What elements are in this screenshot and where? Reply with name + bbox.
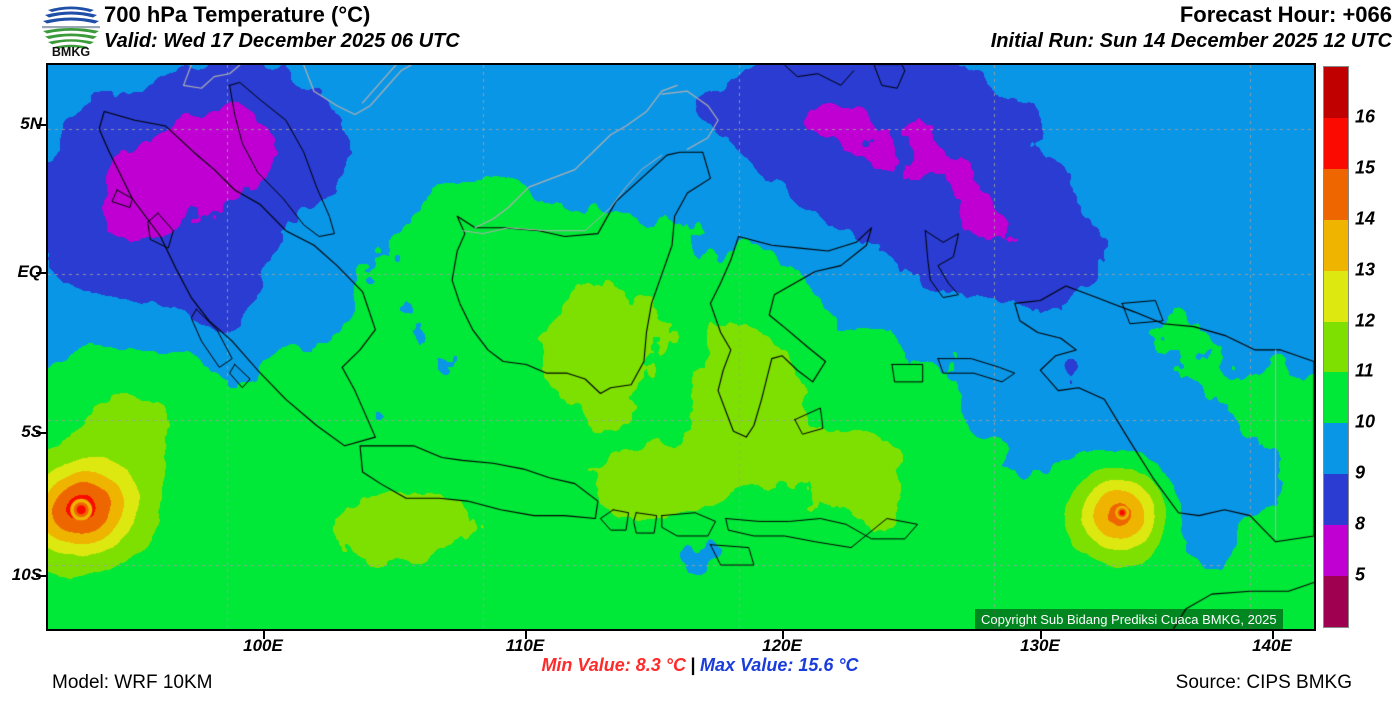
colorbar-band <box>1324 117 1348 169</box>
latitude-tick-mark <box>36 432 46 434</box>
colorbar-tick-label: 10 <box>1355 411 1376 432</box>
forecast-hour-label: Forecast Hour: +066 <box>1179 2 1392 27</box>
longitude-tick-mark <box>263 631 265 639</box>
colorbar-tick-label: 5 <box>1355 564 1366 585</box>
colorbar-tick-labels: 16 15 14 13 12 11 10 9 8 5 <box>1355 66 1395 628</box>
colorbar-tick-label: 8 <box>1355 513 1366 534</box>
temperature-field-canvas <box>48 65 1314 629</box>
svg-text:BMKG: BMKG <box>52 45 90 57</box>
colorbar-tick-label: 14 <box>1355 208 1376 229</box>
header: BMKG 700 hPa Temperature (°C) Valid: Wed… <box>0 0 1400 58</box>
valid-time-label: Valid: Wed 17 December 2025 06 UTC <box>104 30 460 52</box>
latitude-tick-label: 5N <box>20 114 42 133</box>
temperature-map[interactable] <box>46 63 1316 631</box>
longitude-tick-label: 110E <box>505 636 545 655</box>
model-label: Model: WRF 10KM <box>52 672 213 693</box>
min-value-label: Min Value: 8.3 °C <box>541 655 686 675</box>
colorbar-tick-label: 12 <box>1355 310 1376 331</box>
latitude-tick-label: 10S <box>11 565 42 584</box>
latitude-tick-mark <box>36 124 46 126</box>
longitude-tick-mark <box>1040 631 1042 639</box>
initial-run-label: Initial Run: Sun 14 December 2025 12 UTC <box>990 30 1392 52</box>
colorbar-tick-label: 16 <box>1355 106 1376 127</box>
header-right: Forecast Hour: +066 Initial Run: Sun 14 … <box>772 1 1392 55</box>
source-label: Source: CIPS BMKG <box>1175 672 1352 693</box>
copyright-watermark: Copyright Sub Bidang Prediksi Cuaca BMKG… <box>975 609 1283 629</box>
colorbar-band <box>1324 423 1348 475</box>
latitude-tick-mark <box>36 575 46 577</box>
longitude-tick-label: 130E <box>1020 636 1060 655</box>
colorbar-tick-label: 9 <box>1355 462 1366 483</box>
minmax-separator: | <box>690 655 696 675</box>
page-title: 700 hPa Temperature (°C) <box>104 2 371 27</box>
latitude-tick-label: 5S <box>21 422 42 441</box>
bmkg-logo-icon: BMKG <box>42 6 100 57</box>
temperature-colorbar[interactable] <box>1323 66 1349 628</box>
colorbar-tick-label: 11 <box>1355 360 1374 381</box>
colorbar-band <box>1324 219 1348 271</box>
max-value-label: Max Value: 15.6 °C <box>699 655 859 675</box>
colorbar-band <box>1324 270 1348 322</box>
colorbar-band <box>1324 576 1348 627</box>
longitude-tick-label: 120E <box>762 636 802 655</box>
latitude-tick-label: EQ <box>17 262 42 281</box>
longitude-tick-label: 140E <box>1252 636 1292 655</box>
colorbar-band <box>1324 168 1348 220</box>
longitude-tick-mark <box>782 631 784 639</box>
colorbar-band <box>1324 525 1348 577</box>
longitude-tick-label: 100E <box>243 636 283 655</box>
header-left: 700 hPa Temperature (°C) Valid: Wed 17 D… <box>104 1 824 55</box>
colorbar-tick-label: 15 <box>1355 157 1376 178</box>
colorbar-band <box>1324 474 1348 526</box>
colorbar-band <box>1324 67 1348 118</box>
latitude-tick-mark <box>36 272 46 274</box>
longitude-tick-mark <box>1272 631 1274 639</box>
colorbar-tick-label: 13 <box>1355 259 1376 280</box>
minmax-readout: Min Value: 8.3 °C | Max Value: 15.6 °C <box>0 655 1400 676</box>
colorbar-band <box>1324 321 1348 373</box>
longitude-tick-mark <box>525 631 527 639</box>
colorbar-band <box>1324 372 1348 424</box>
